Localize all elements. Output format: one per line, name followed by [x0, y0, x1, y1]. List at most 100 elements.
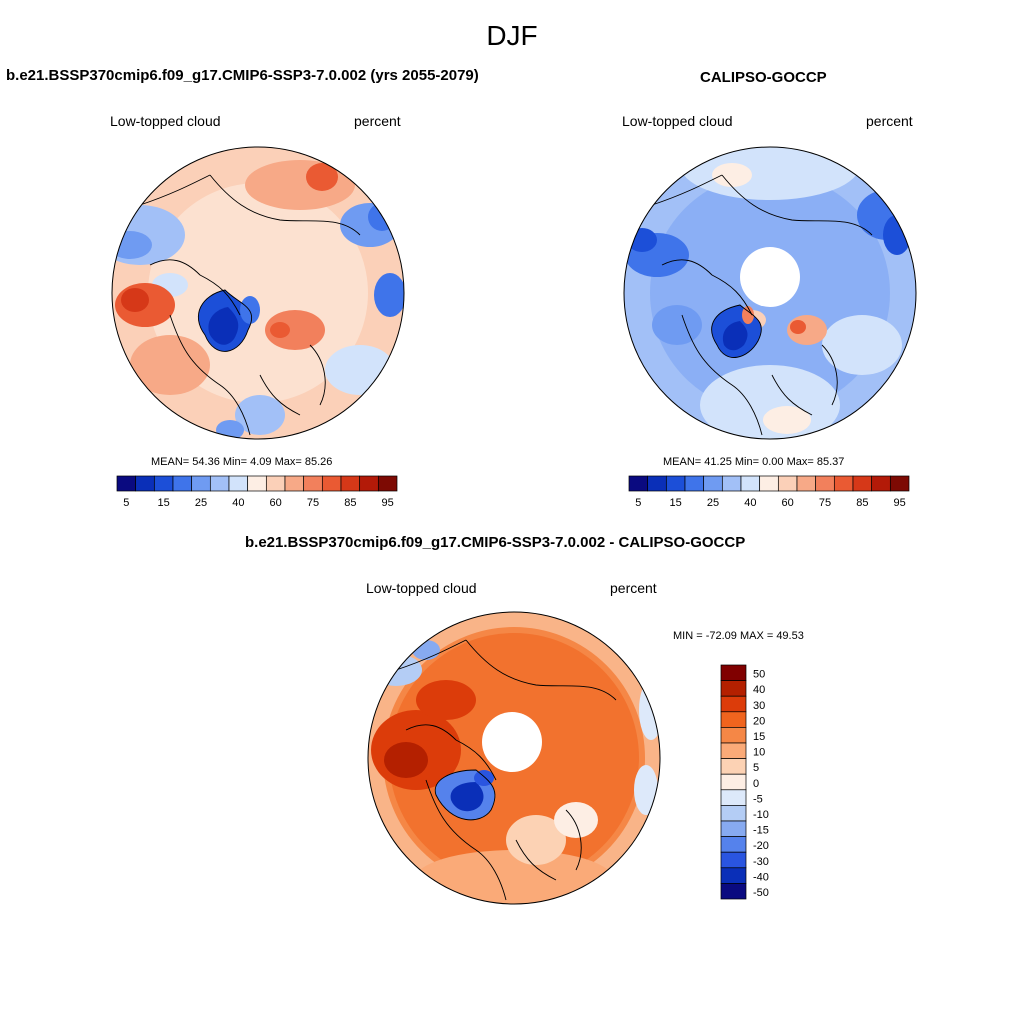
panel1-colorbar-box	[172, 475, 193, 492]
diff-colorbar-tick-label: 5	[753, 762, 759, 774]
panel2-colorbar-tick-label: 60	[782, 497, 794, 509]
panel1-colorbar-box	[377, 475, 398, 492]
panel2-colorbar-box	[684, 475, 705, 492]
panel1-colorbar-tick-label: 95	[382, 497, 394, 509]
panel2-min-label: Min=	[734, 456, 760, 468]
panel1-colorbar-tick-label: 60	[270, 497, 282, 509]
panel2-colorbar-tick-label: 95	[894, 497, 906, 509]
panel2-polar-map	[623, 146, 917, 440]
diff-colorbar-tick-label: -40	[753, 871, 769, 883]
panel2-colorbar-box	[833, 475, 854, 492]
panel1-colorbar-box	[265, 475, 286, 492]
panel2-title: CALIPSO-GOCCP	[700, 69, 827, 86]
diff-colorbar-tick-label: -30	[753, 856, 769, 868]
diff-colorbar-tick-label: 40	[753, 684, 765, 696]
panel2-colorbar: 5 15 25 40 60 75 85 95	[628, 475, 910, 509]
panel2-colorbar-tick-label: 40	[744, 497, 756, 509]
panel2-colorbar-box	[889, 475, 910, 492]
panel2-variable-label: Low-topped cloud	[622, 113, 733, 129]
panel2-colorbar-box	[628, 475, 649, 492]
panel2-colorbar-box	[815, 475, 835, 492]
diff-colorbar-tick-label: -5	[753, 793, 763, 805]
panel1-title: b.e21.BSSP370cmip6.f09_g17.CMIP6-SSP3-7.…	[6, 67, 479, 84]
panel2-colorbar-box	[759, 475, 779, 492]
diff-colorbar-box	[720, 883, 747, 900]
diff-variable-label: Low-topped cloud	[366, 580, 477, 596]
panel2-stats: MEAN= 41.25 Min= 0.00 Max= 85.37	[663, 456, 844, 468]
panel1-colorbar-box	[116, 475, 137, 492]
panel1-colorbar-tick-label: 15	[158, 497, 170, 509]
diff-colorbar-box	[720, 695, 747, 713]
panel1-min-value: 4.09	[250, 456, 272, 468]
panel2-max-value: 85.37	[816, 456, 845, 468]
panel2-colorbar-tick-label: 25	[707, 497, 719, 509]
panel1-mean-label: MEAN=	[151, 456, 190, 468]
panel2-colorbar-box	[703, 475, 723, 492]
diff-colorbar-box	[720, 727, 747, 744]
page-title: DJF	[486, 20, 538, 51]
diff-stats: MIN = -72.09 MAX = 49.53	[673, 630, 804, 642]
panel1-colorbar-box	[209, 475, 230, 492]
panel2-mean-label: MEAN=	[663, 456, 702, 468]
diff-colorbar-tick-label: 50	[753, 669, 765, 681]
pole-hole	[740, 247, 800, 307]
diff-colorbar-box	[720, 711, 747, 728]
panel1-colorbar-box	[191, 475, 211, 492]
panel1-min-label: Min=	[222, 456, 248, 468]
diff-panel-title: b.e21.BSSP370cmip6.f09_g17.CMIP6-SSP3-7.…	[245, 534, 746, 551]
panel2-units-label: percent	[866, 113, 913, 129]
diff-colorbar-box	[720, 773, 747, 791]
diff-colorbar-box	[720, 680, 747, 697]
panel2-colorbar-box	[777, 475, 798, 492]
panel1-colorbar: 5 15 25 40 60 75 85 95	[116, 475, 398, 509]
diff-colorbar-box	[720, 851, 747, 869]
diff-colorbar-box	[720, 805, 747, 822]
diff-units-label: percent	[610, 580, 657, 596]
panel2-colorbar-tick-label: 85	[856, 497, 868, 509]
panel1-colorbar-tick-label: 25	[195, 497, 207, 509]
diff-colorbar-tick-label: 0	[753, 778, 759, 790]
diff-colorbar-box	[720, 742, 747, 759]
panel1-colorbar-tick-label: 85	[344, 497, 356, 509]
panel1-units-label: percent	[354, 113, 401, 129]
diff-colorbar-tick-label: -50	[753, 887, 769, 899]
panel1-colorbar-box	[303, 475, 323, 492]
panel2-min-value: 0.00	[762, 456, 784, 468]
panel1-stats: MEAN= 54.36 Min= 4.09 Max= 85.26	[151, 456, 332, 468]
panel1-colorbar-box	[135, 475, 155, 492]
panel1-max-value: 85.26	[304, 456, 333, 468]
panel2-colorbar-box	[871, 475, 891, 492]
panel2-colorbar-tick-label: 5	[635, 497, 641, 509]
panel2-colorbar-box	[852, 475, 873, 492]
panel2-colorbar-box	[740, 475, 761, 492]
diff-colorbar-tick-label: 10	[753, 747, 765, 759]
diff-polar-map	[367, 611, 661, 905]
diff-colorbar-tick-label: -20	[753, 840, 769, 852]
diff-colorbar-box	[720, 664, 747, 681]
panel1-colorbar-tick-label: 75	[307, 497, 319, 509]
diff-colorbar-tick-label: 15	[753, 731, 765, 743]
diff-colorbar-box	[720, 836, 747, 853]
panel1-colorbar-box	[284, 475, 305, 492]
panel1-mean-value: 54.36	[192, 456, 220, 468]
panel2-colorbar-tick-label: 15	[670, 497, 682, 509]
panel1-colorbar-box	[340, 475, 361, 492]
diff-colorbar-box	[720, 789, 747, 806]
panel2-max-label: Max=	[786, 456, 814, 468]
panel1-colorbar-box	[359, 475, 379, 492]
panel1-colorbar-box	[247, 475, 267, 492]
panel1-colorbar-box	[153, 475, 174, 492]
panel2-colorbar-tick-label: 75	[819, 497, 831, 509]
panel1-polar-map	[111, 146, 405, 440]
panel2-colorbar-box	[647, 475, 667, 492]
diff-colorbar-box	[720, 867, 747, 884]
diff-colorbar-tick-label: -10	[753, 809, 769, 821]
diff-colorbar-box	[720, 758, 747, 775]
diff-colorbar-tick-label: -15	[753, 825, 769, 837]
panel1-colorbar-tick-label: 40	[232, 497, 244, 509]
pole-hole	[482, 712, 542, 772]
diff-colorbar-tick-label: 30	[753, 700, 765, 712]
diff-colorbar-tick-label: 20	[753, 715, 765, 727]
panel2-mean-value: 41.25	[704, 456, 732, 468]
panel1-colorbar-box	[228, 475, 249, 492]
